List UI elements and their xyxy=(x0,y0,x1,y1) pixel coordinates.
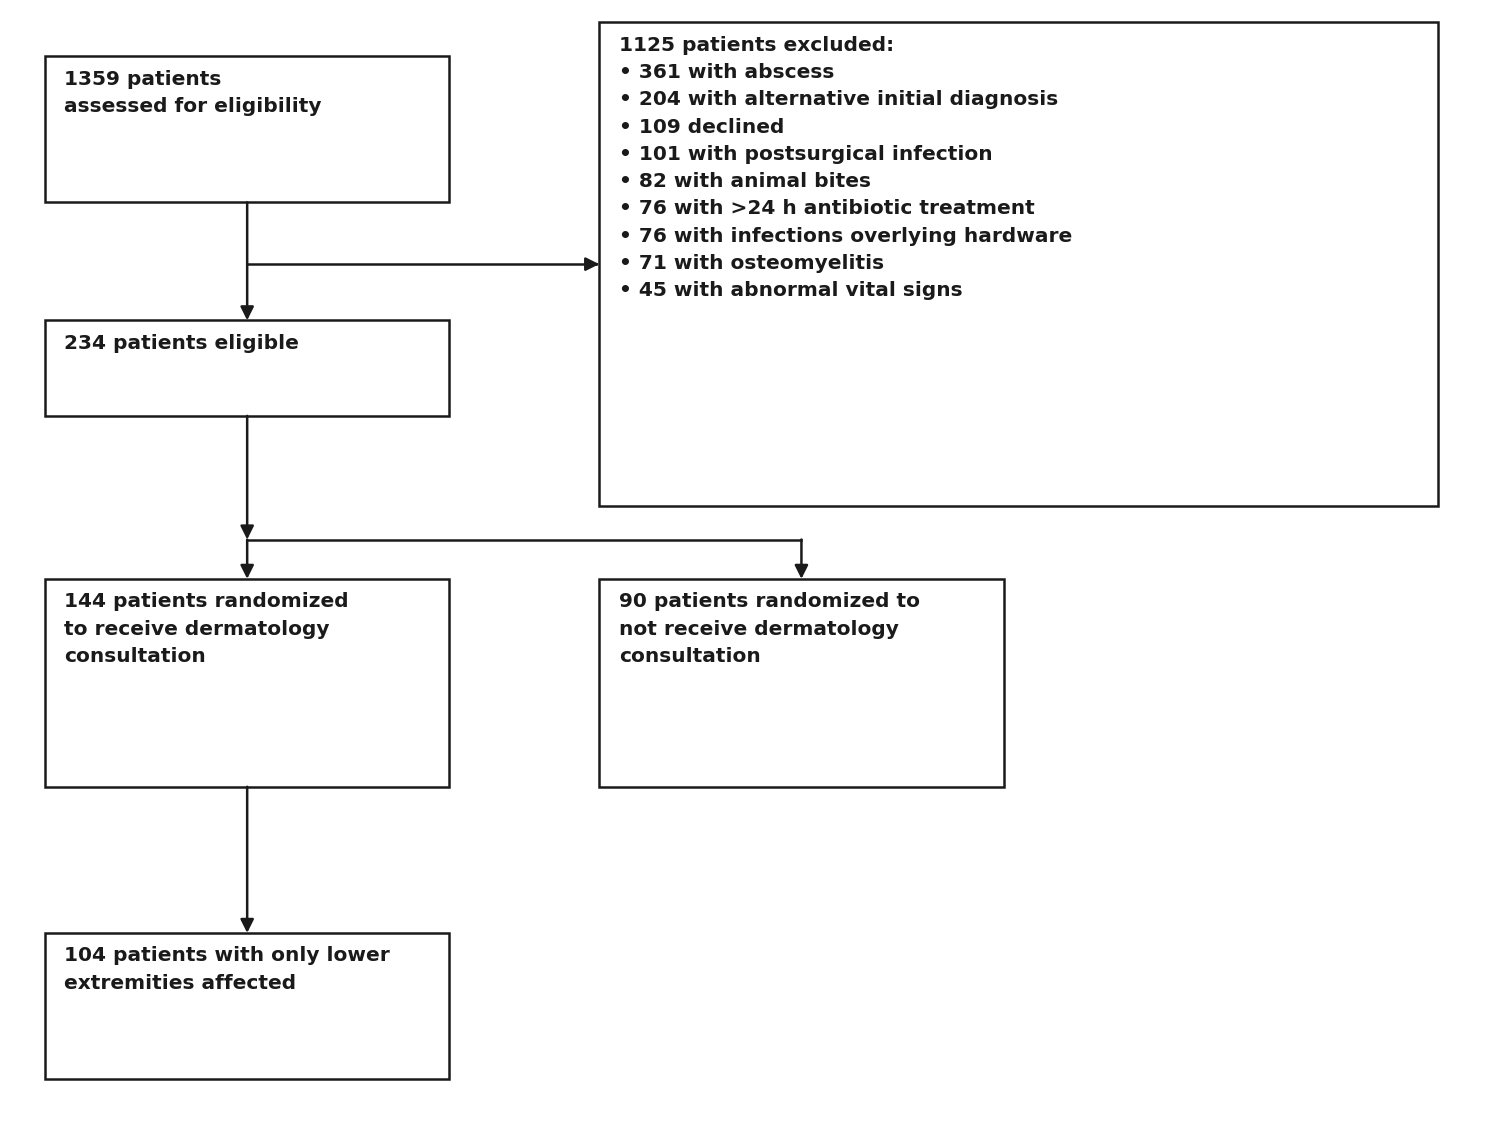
FancyBboxPatch shape xyxy=(599,22,1438,506)
Text: 1125 patients excluded:
• 361 with abscess
• 204 with alternative initial diagno: 1125 patients excluded: • 361 with absce… xyxy=(619,36,1073,300)
FancyBboxPatch shape xyxy=(45,579,449,787)
FancyBboxPatch shape xyxy=(599,579,1004,787)
Text: 234 patients eligible: 234 patients eligible xyxy=(64,334,300,353)
Text: 144 patients randomized
to receive dermatology
consultation: 144 patients randomized to receive derma… xyxy=(64,592,349,665)
Text: 104 patients with only lower
extremities affected: 104 patients with only lower extremities… xyxy=(64,946,389,992)
Text: 1359 patients
assessed for eligibility: 1359 patients assessed for eligibility xyxy=(64,70,322,116)
FancyBboxPatch shape xyxy=(45,933,449,1079)
FancyBboxPatch shape xyxy=(45,320,449,416)
FancyBboxPatch shape xyxy=(45,56,449,202)
Text: 90 patients randomized to
not receive dermatology
consultation: 90 patients randomized to not receive de… xyxy=(619,592,920,665)
